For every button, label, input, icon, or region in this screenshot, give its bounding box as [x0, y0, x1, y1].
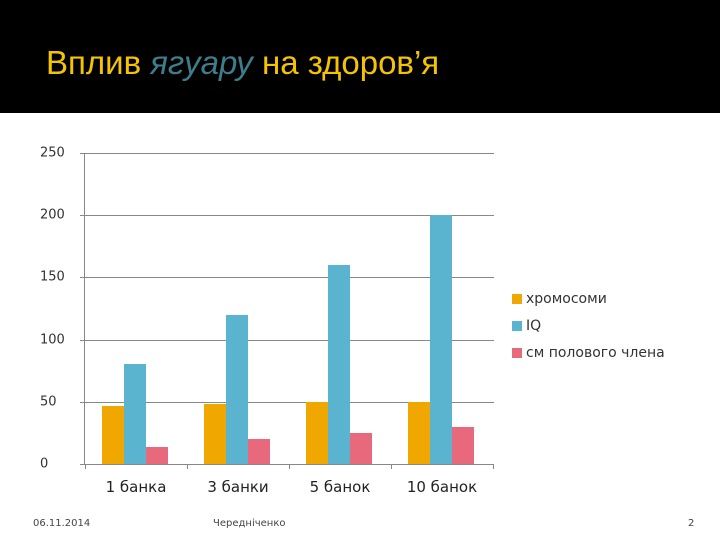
bar-2-3 [452, 426, 474, 464]
x-category-label: 5 банок [309, 478, 371, 496]
y-tick-label: 200 [40, 207, 65, 223]
legend-swatch [512, 320, 522, 331]
y-tick-label: 100 [40, 332, 65, 348]
y-tick-label: 0 [40, 456, 49, 472]
x-tick [391, 464, 392, 469]
x-tick [187, 464, 188, 469]
x-category-label: 10 банок [406, 478, 478, 496]
y-tick-label: 150 [40, 269, 65, 285]
bar-0-0 [102, 405, 124, 464]
bar-1-0 [124, 364, 146, 464]
y-tick-label: 50 [40, 394, 57, 410]
legend-swatch [512, 293, 522, 304]
x-axis [80, 464, 494, 465]
legend-item-cm: см полового члена [512, 339, 665, 366]
bar-2-0 [146, 446, 168, 464]
gridline [80, 401, 494, 403]
footer-page-number: 2 [688, 518, 695, 529]
title-part-3: на здоров’я [252, 44, 440, 81]
gridline [80, 339, 494, 341]
x-category-label: 1 банка [105, 478, 167, 496]
bar-0-1 [204, 404, 226, 464]
slide-title: Вплив ягуару на здоров’я [46, 44, 439, 82]
y-axis [84, 153, 85, 464]
legend-swatch [512, 347, 522, 358]
title-accent: ягуару [150, 44, 253, 81]
bar-1-1 [226, 314, 248, 464]
bar-0-2 [306, 401, 328, 464]
title-part-1: Вплив [46, 44, 151, 81]
y-tick-label: 250 [40, 145, 65, 161]
gridline [80, 277, 494, 279]
legend-item-chromosomes: хромосоми [512, 285, 665, 312]
chart-legend: хромосоми IQ см полового члена [512, 285, 665, 366]
x-category-label: 3 банки [207, 478, 269, 496]
x-tick [493, 464, 494, 469]
bar-2-2 [350, 432, 372, 464]
bar-1-3 [430, 215, 452, 464]
title-bar: Вплив ягуару на здоров’я [0, 0, 720, 113]
bar-1-2 [328, 264, 350, 464]
footer-author: Чередніченко [213, 518, 286, 529]
x-tick [85, 464, 86, 469]
x-tick [289, 464, 290, 469]
bar-2-1 [248, 439, 270, 464]
bar-0-3 [408, 401, 430, 464]
gridline [80, 215, 494, 217]
legend-item-iq: IQ [512, 312, 665, 339]
footer-date: 06.11.2014 [33, 518, 91, 529]
gridline [80, 153, 494, 154]
